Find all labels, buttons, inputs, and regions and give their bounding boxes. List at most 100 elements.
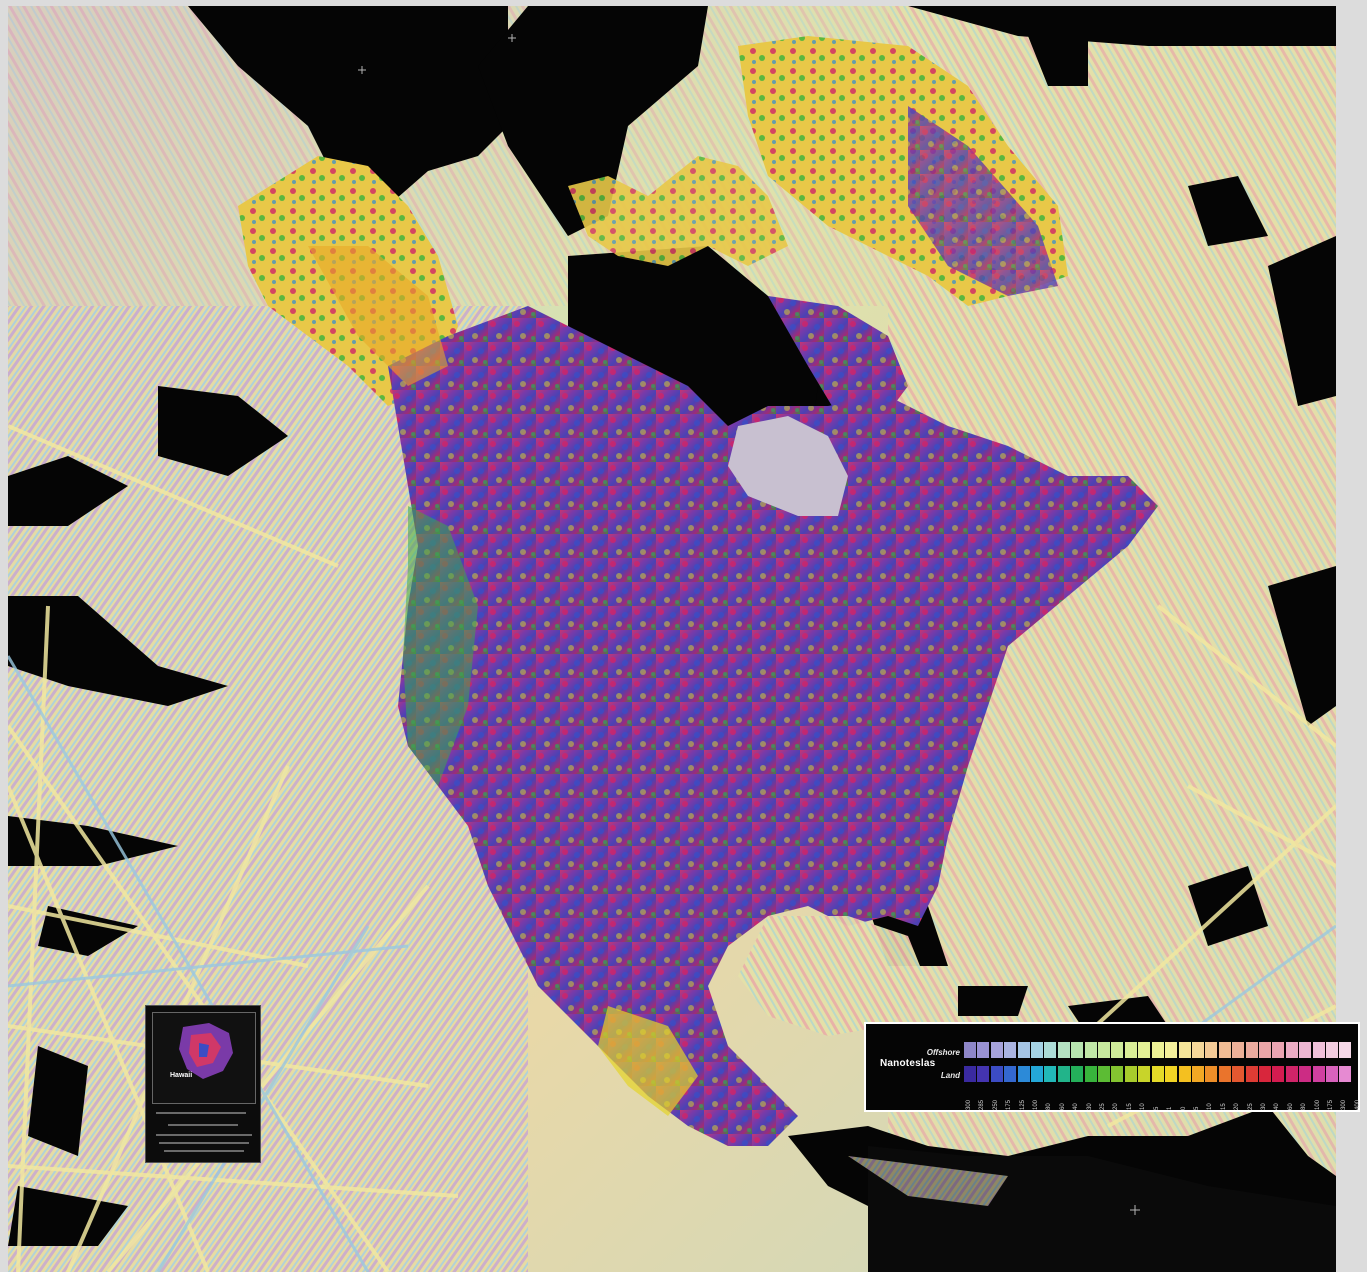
north-america	[388, 306, 1158, 1146]
land-swatch	[1031, 1066, 1044, 1082]
hawaii-inset-graphic	[153, 1013, 255, 1103]
land-swatch	[1057, 1066, 1070, 1082]
legend-tick-label: 1	[1167, 1106, 1174, 1110]
legend-tick-label: 25	[1100, 1103, 1107, 1110]
legend-tick-label: 80	[1301, 1103, 1308, 1110]
inset-text-line	[159, 1142, 249, 1144]
land-swatch	[1004, 1066, 1017, 1082]
legend-tick-label: 40	[1073, 1103, 1080, 1110]
land-swatch	[1151, 1066, 1164, 1082]
south-america-coast	[848, 1156, 1008, 1206]
land-swatch	[1205, 1066, 1218, 1082]
gulf-of-mexico	[738, 916, 928, 1036]
land-swatch	[1124, 1066, 1137, 1082]
legend-tick-label: 100	[1314, 1099, 1321, 1110]
legend-tick-label: 60	[1059, 1103, 1066, 1110]
offshore-swatch	[1151, 1042, 1164, 1058]
land-swatch	[1165, 1066, 1178, 1082]
legend-tick-label: 30	[1086, 1103, 1093, 1110]
legend-tick-label: 250	[992, 1099, 999, 1110]
legend-tick-label: 10	[1207, 1103, 1214, 1110]
offshore-swatch	[1084, 1042, 1097, 1058]
land-swatch	[1111, 1066, 1124, 1082]
legend-tick-label: 175	[1006, 1099, 1013, 1110]
land-swatch	[1218, 1066, 1231, 1082]
land-swatch	[1178, 1066, 1191, 1082]
offshore-swatch	[1165, 1042, 1178, 1058]
offshore-swatch	[1325, 1042, 1338, 1058]
land-color-ramp	[964, 1066, 1353, 1082]
legend-tick-label: 400	[1354, 1099, 1361, 1110]
legend-tick-label: 175	[1327, 1099, 1334, 1110]
land-swatch	[1299, 1066, 1312, 1082]
inset-scale-bar	[156, 1112, 246, 1114]
offshore-swatch	[1004, 1042, 1017, 1058]
offshore-color-ramp	[964, 1042, 1353, 1058]
legend-tick-label: 15	[1220, 1103, 1227, 1110]
legend-tick-label: 40	[1274, 1103, 1281, 1110]
land-swatch	[1138, 1066, 1151, 1082]
offshore-swatch	[1071, 1042, 1084, 1058]
offshore-swatch	[964, 1042, 976, 1058]
land-swatch	[1084, 1066, 1097, 1082]
hawaii-inset: Hawaii	[145, 1005, 261, 1163]
offshore-swatch	[1111, 1042, 1124, 1058]
legend-tick-label: 0	[1180, 1106, 1187, 1110]
legend-tick-label: 30	[1260, 1103, 1267, 1110]
land-swatch	[990, 1066, 1003, 1082]
legend-tick-label: 80	[1046, 1103, 1053, 1110]
legend-tick-label: 20	[1113, 1103, 1120, 1110]
hudson-bay	[728, 416, 848, 516]
offshore-swatch	[1258, 1042, 1271, 1058]
inset-text-line	[156, 1134, 252, 1136]
legend-tick-label: 10	[1140, 1103, 1147, 1110]
mexico-highlands	[598, 1006, 698, 1116]
legend-tick-label: 100	[1033, 1099, 1040, 1110]
legend-tick-label: 15	[1126, 1103, 1133, 1110]
offshore-swatch	[1339, 1042, 1352, 1058]
offshore-swatch	[1124, 1042, 1137, 1058]
offshore-swatch	[990, 1042, 1003, 1058]
survey-tracks-blue	[8, 655, 1336, 1272]
land-swatch	[1325, 1066, 1338, 1082]
land-swatch	[1285, 1066, 1298, 1082]
magnetic-anomaly-map	[8, 6, 1336, 1272]
land-swatch	[1232, 1066, 1245, 1082]
legend-land-label: Land	[940, 1071, 960, 1080]
land-swatch	[1245, 1066, 1258, 1082]
legend-tick-label: 300	[966, 1099, 972, 1110]
legend-tick-label: 285	[979, 1099, 986, 1110]
baffin-island	[768, 296, 908, 426]
arctic-islands	[568, 156, 788, 266]
legend-tick-label: 25	[1247, 1103, 1254, 1110]
legend-title: Nanoteslas	[880, 1058, 936, 1069]
legend-tick-label: 20	[1234, 1103, 1241, 1110]
offshore-swatch	[1044, 1042, 1057, 1058]
land-swatch	[1044, 1066, 1057, 1082]
legend-offshore-label: Offshore	[926, 1048, 960, 1057]
land-swatch	[1071, 1066, 1084, 1082]
offshore-swatch	[1312, 1042, 1325, 1058]
hawaii-label: Hawaii	[170, 1072, 193, 1079]
offshore-swatch	[1031, 1042, 1044, 1058]
offshore-swatch	[1299, 1042, 1312, 1058]
land-swatch	[1098, 1066, 1111, 1082]
greenland-east	[908, 106, 1058, 296]
offshore-swatch	[1285, 1042, 1298, 1058]
inset-text-line	[164, 1150, 244, 1152]
color-scale-legend: Nanoteslas Offshore Land 300 285 250 175 125…	[864, 1022, 1361, 1112]
offshore-swatch	[977, 1042, 990, 1058]
offshore-swatch	[1245, 1042, 1258, 1058]
offshore-swatch	[1138, 1042, 1151, 1058]
offshore-swatch	[1272, 1042, 1285, 1058]
legend-tick-label: 5	[1153, 1106, 1160, 1110]
land-swatch	[1017, 1066, 1030, 1082]
hawaii-inset-map	[152, 1012, 256, 1104]
inset-text-line	[168, 1124, 238, 1126]
legend-tick-label: 125	[1019, 1099, 1026, 1110]
offshore-swatch	[1017, 1042, 1030, 1058]
map-canvas	[8, 6, 1336, 1272]
legend-tick-label: 5	[1193, 1106, 1200, 1110]
offshore-swatch	[1232, 1042, 1245, 1058]
legend-tick-label: 60	[1287, 1103, 1294, 1110]
